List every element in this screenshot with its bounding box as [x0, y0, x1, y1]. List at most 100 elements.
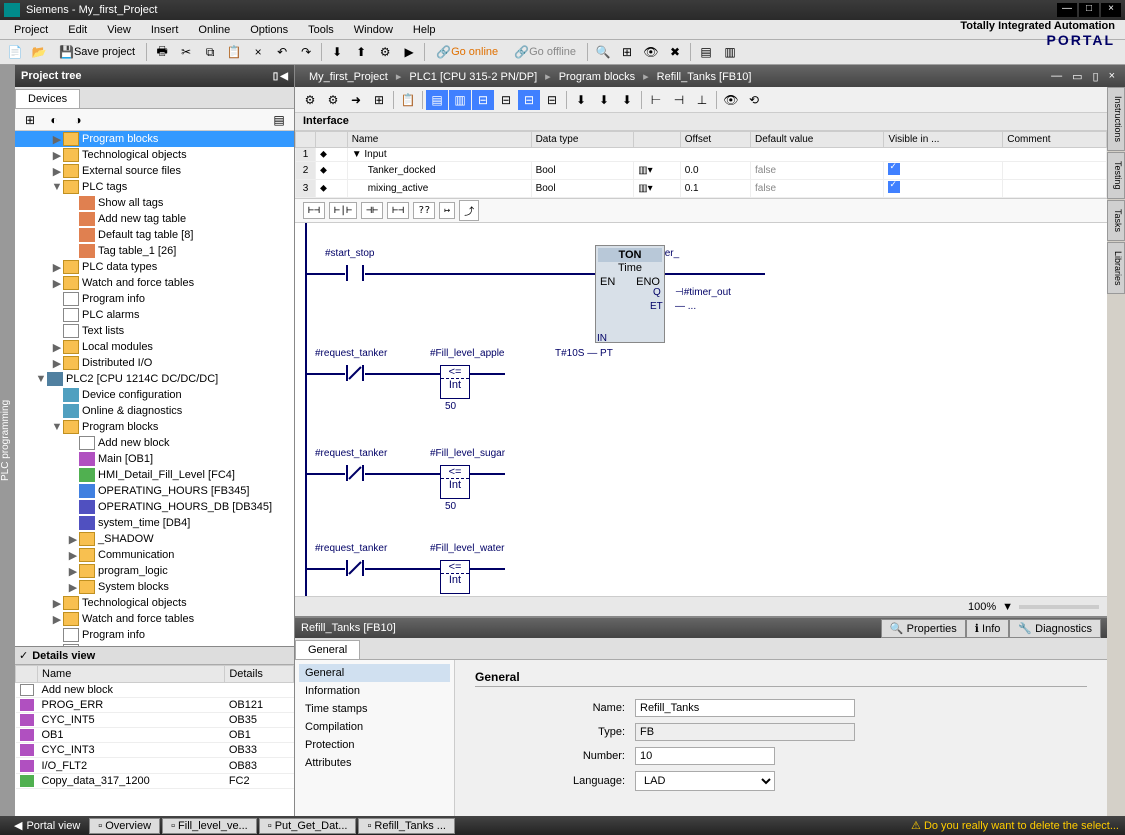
status-tab[interactable]: ▫ Fill_level_ve... — [162, 818, 257, 834]
go-offline-button[interactable]: 🔗 Go offline — [507, 42, 583, 62]
tree-item[interactable]: ▶Distributed I/O — [15, 355, 294, 371]
details-header[interactable]: ✓ Details view — [15, 647, 294, 665]
tree-item[interactable]: ▶PLC data types — [15, 259, 294, 275]
iface-row[interactable]: 3⬥mixing_activeBool▥▾0.1false — [296, 180, 1107, 198]
tree-item[interactable]: ▶_SHADOW — [15, 531, 294, 547]
tree-item[interactable]: ▶Local modules — [15, 339, 294, 355]
minimize-button[interactable]: — — [1057, 3, 1077, 17]
ed-icon-13[interactable]: ⬇ — [593, 90, 615, 110]
breadcrumb-item[interactable]: PLC1 [CPU 315-2 PN/DP] — [405, 71, 541, 83]
interface-table[interactable]: NameData typeOffsetDefault valueVisible … — [295, 131, 1107, 199]
ed-icon-7[interactable]: ▥ — [449, 90, 471, 110]
side-tab-tasks[interactable]: Tasks — [1107, 200, 1125, 241]
ladder-op[interactable]: ↦ — [439, 202, 455, 219]
tree-item[interactable]: Online & diagnostics — [15, 403, 294, 419]
ed-icon-2[interactable]: ⚙ — [322, 90, 344, 110]
iface-col[interactable]: Default value — [751, 132, 884, 148]
new-project-icon[interactable]: 📄 — [4, 42, 26, 62]
breadcrumb-item[interactable]: Refill_Tanks [FB10] — [653, 71, 756, 83]
close-button[interactable]: × — [1101, 3, 1121, 17]
details-col-name[interactable]: Name — [38, 666, 225, 683]
tree-item[interactable]: Program info — [15, 627, 294, 643]
iface-col[interactable]: Data type — [531, 132, 634, 148]
compare-box[interactable]: <=Int — [440, 465, 470, 499]
details-expand-icon[interactable]: ✓ — [19, 649, 28, 662]
ladder-op[interactable]: ?? — [413, 202, 435, 219]
ladder-op[interactable]: ⊢⊣ — [387, 202, 409, 219]
ladder-op[interactable]: ⊣⊢ — [361, 202, 383, 219]
tree-collapse-icon[interactable]: ▯ — [273, 71, 279, 82]
menu-view[interactable]: View — [97, 22, 141, 38]
contact-no[interactable] — [345, 265, 365, 281]
menu-help[interactable]: Help — [403, 22, 446, 38]
upload-icon[interactable]: ⬆ — [350, 42, 372, 62]
side-tab-libraries[interactable]: Libraries — [1107, 242, 1125, 295]
editor-close-icon[interactable]: × — [1105, 70, 1119, 83]
compare-box[interactable]: <=Int — [440, 365, 470, 399]
tree-item[interactable]: Device configuration — [15, 387, 294, 403]
tree-item[interactable]: Program info — [15, 291, 294, 307]
search-icon[interactable]: 🔍 — [592, 42, 614, 62]
tree-item[interactable]: ▶System blocks — [15, 579, 294, 595]
menu-project[interactable]: Project — [4, 22, 58, 38]
status-tab[interactable]: ▫ Put_Get_Dat... — [259, 818, 357, 834]
copy-icon[interactable]: ⧉ — [199, 42, 221, 62]
prop-nav-item[interactable]: Attributes — [299, 754, 450, 772]
ed-icon-19[interactable]: ⟲ — [743, 90, 765, 110]
ladder-op[interactable]: ⤴ — [459, 200, 479, 221]
ed-icon-18[interactable]: 👁 — [720, 90, 742, 110]
iface-col[interactable]: Comment — [1003, 132, 1107, 148]
ed-icon-1[interactable]: ⚙ — [299, 90, 321, 110]
tree-item[interactable]: OPERATING_HOURS [FB345] — [15, 483, 294, 499]
ed-icon-11[interactable]: ⊟ — [541, 90, 563, 110]
tree-item[interactable]: HMI_Detail_Fill_Level [FC4] — [15, 467, 294, 483]
tree-item[interactable]: system_time [DB4] — [15, 515, 294, 531]
general-tab[interactable]: General — [295, 640, 360, 659]
menu-edit[interactable]: Edit — [58, 22, 97, 38]
prop-nav-item[interactable]: Time stamps — [299, 700, 450, 718]
breadcrumb-item[interactable]: Program blocks — [555, 71, 639, 83]
tree-arrow-icon[interactable]: ◀ — [280, 71, 288, 82]
tree-item[interactable]: OPERATING_HOURS_DB [DB345] — [15, 499, 294, 515]
ed-icon-15[interactable]: ⊢ — [645, 90, 667, 110]
zoom-dropdown-icon[interactable]: ▼ — [1002, 601, 1013, 613]
undo-icon[interactable]: ↶ — [271, 42, 293, 62]
tree-nav1-icon[interactable]: ◐ — [43, 110, 65, 130]
save-project-button[interactable]: 💾 Save project — [52, 42, 142, 62]
prop-nav-item[interactable]: Information — [299, 682, 450, 700]
details-row[interactable]: Copy_data_317_1200FC2 — [16, 773, 294, 788]
details-row[interactable]: I/O_FLT2OB83 — [16, 758, 294, 773]
side-tab-testing[interactable]: Testing — [1107, 152, 1125, 199]
simulation-icon[interactable]: ▶ — [398, 42, 420, 62]
editor-min-icon[interactable]: — — [1047, 70, 1066, 83]
tree-item[interactable]: ▼PLC tags — [15, 179, 294, 195]
download-icon[interactable]: ⬇ — [326, 42, 348, 62]
go-online-button[interactable]: 🔗 Go online — [429, 42, 505, 62]
cut-icon[interactable]: ✂ — [175, 42, 197, 62]
ed-icon-14[interactable]: ⬇ — [616, 90, 638, 110]
ed-icon-17[interactable]: ⊥ — [691, 90, 713, 110]
redo-icon[interactable]: ↷ — [295, 42, 317, 62]
status-tab[interactable]: ▫ Refill_Tanks ... — [358, 818, 454, 834]
contact-nc[interactable] — [345, 465, 365, 481]
ed-icon-9[interactable]: ⊟ — [495, 90, 517, 110]
tree-item[interactable]: ▶Watch and force tables — [15, 275, 294, 291]
prop-tab-diagnostics[interactable]: 🔧 Diagnostics — [1009, 619, 1101, 638]
split-h-icon[interactable]: ▤ — [695, 42, 717, 62]
tree-item[interactable]: PLC alarms — [15, 307, 294, 323]
menu-insert[interactable]: Insert — [141, 22, 189, 38]
iface-col[interactable]: Visible in ... — [884, 132, 1003, 148]
tree-item[interactable]: ▼Program blocks — [15, 419, 294, 435]
prop-nav-item[interactable]: General — [299, 664, 450, 682]
maximize-button[interactable]: □ — [1079, 3, 1099, 17]
tree-item[interactable]: ▶Communication — [15, 547, 294, 563]
menu-options[interactable]: Options — [240, 22, 298, 38]
iface-col[interactable] — [316, 132, 348, 148]
prop-input[interactable] — [635, 699, 855, 717]
ed-icon-4[interactable]: ⊞ — [368, 90, 390, 110]
ed-icon-12[interactable]: ⬇ — [570, 90, 592, 110]
monitor-icon[interactable]: 👁 — [640, 42, 662, 62]
tree-item[interactable]: Add new tag table — [15, 211, 294, 227]
tree-item[interactable]: ▶Technological objects — [15, 595, 294, 611]
compare-box[interactable]: <=Int — [440, 560, 470, 594]
